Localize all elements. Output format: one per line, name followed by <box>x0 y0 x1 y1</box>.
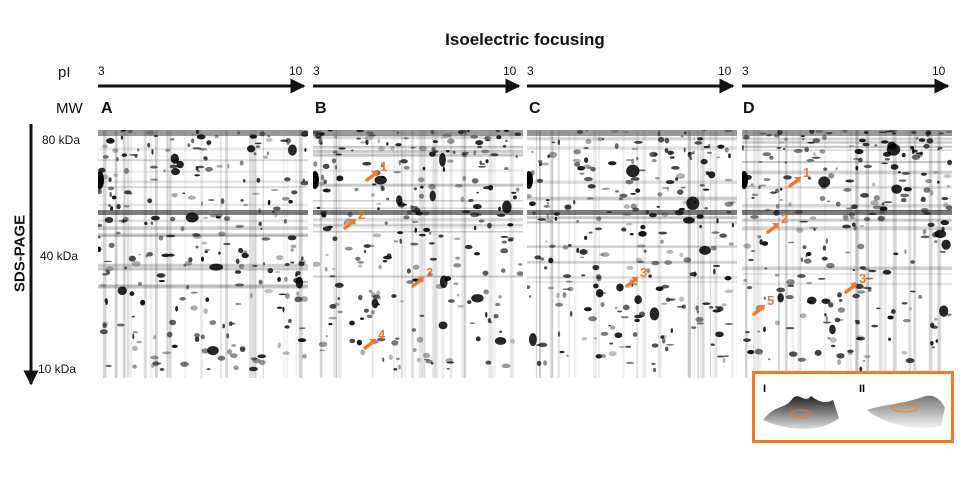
surface-plot-i <box>763 396 839 429</box>
gel-image-d: 1 2 3 5 <box>742 130 952 378</box>
mw-tick-10: 10 kDa <box>38 362 77 376</box>
ph-tick-b-end: 10 <box>503 64 517 78</box>
spot-marker-b-4: 4 <box>363 327 386 350</box>
ph-tick-c-end: 10 <box>718 64 732 78</box>
mw-tick-40: 40 kDa <box>40 249 79 263</box>
ph-tick-d-start: 3 <box>742 64 749 78</box>
gel-image-c: 3 <box>527 130 737 378</box>
gel-panel-c: 3 <box>527 130 737 378</box>
surface-plot-i-outline <box>790 409 812 419</box>
panel-letter-b: B <box>315 100 327 117</box>
panel-letter-a: A <box>101 100 113 117</box>
spot-marker-label-c-3: 3 <box>640 265 647 280</box>
spot-marker-d-3: 3 <box>844 271 866 294</box>
pi-axis-label: pI <box>58 64 71 81</box>
spot-marker-b-1: 1 <box>365 159 387 182</box>
spot-marker-d-5: 5 <box>752 293 774 316</box>
spot-marker-c-3: 3 <box>625 265 647 288</box>
ph-tick-b-start: 3 <box>313 64 320 78</box>
ph-tick-c-start: 3 <box>527 64 534 78</box>
spot-marker-b-2: 2 <box>343 207 365 230</box>
spot-marker-b-3: 3 <box>411 265 433 288</box>
gel-panel-a <box>98 130 308 378</box>
ph-tick-a-start: 3 <box>98 64 105 78</box>
gel-image-a <box>98 130 308 378</box>
spot-marker-label-d-1: 1 <box>803 165 810 180</box>
sds-page-label: SDS-PAGE <box>11 214 29 293</box>
gel-image-b: 1 2 3 4 <box>313 130 523 378</box>
spot-marker-label-d-5: 5 <box>767 293 774 308</box>
inset-label-i: I <box>763 383 766 395</box>
mw-tick-80: 80 kDa <box>42 133 81 147</box>
spot-marker-label-b-4: 4 <box>378 327 386 342</box>
spot-3d-inset: I II <box>752 371 954 443</box>
spot-marker-label-b-2: 2 <box>358 207 365 222</box>
panel-letter-c: C <box>529 100 541 117</box>
mw-axis-label: MW <box>56 100 83 117</box>
spot-marker-label-b-1: 1 <box>380 159 387 174</box>
spot-marker-label-d-2: 2 <box>781 211 788 226</box>
surface-plot-ii-outline <box>891 403 919 413</box>
spot-marker-label-d-3: 3 <box>859 271 866 286</box>
panel-letter-d: D <box>743 100 755 117</box>
figure-title: Isoelectric focusing <box>445 30 605 49</box>
spot-marker-d-1: 1 <box>788 165 810 188</box>
ph-tick-a-end: 10 <box>289 64 303 78</box>
spot-marker-d-2: 2 <box>766 211 788 234</box>
ph-tick-d-end: 10 <box>932 64 946 78</box>
spot-marker-label-b-3: 3 <box>426 265 433 280</box>
gel-panel-d: 1 2 3 5 <box>742 130 952 378</box>
inset-label-ii: II <box>859 383 865 395</box>
gel-panel-b: 1 2 3 4 <box>313 130 523 378</box>
